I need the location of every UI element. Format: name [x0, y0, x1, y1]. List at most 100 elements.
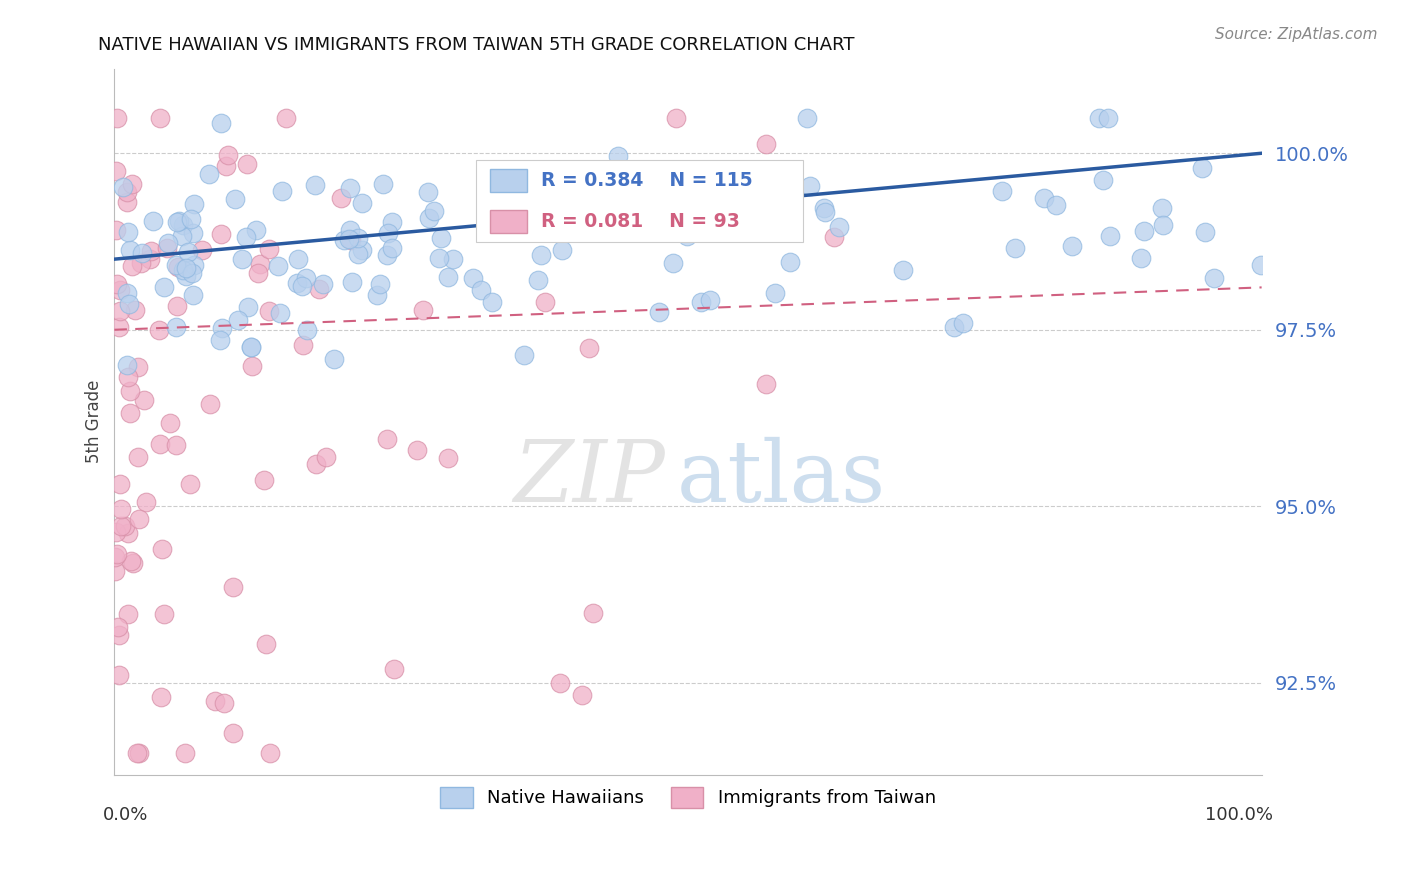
Point — [441, 252, 464, 267]
Point — [330, 191, 353, 205]
Text: ZIP: ZIP — [513, 437, 665, 519]
Point — [347, 247, 370, 261]
Point — [105, 111, 128, 125]
Point — [156, 241, 179, 255]
Point — [209, 227, 232, 241]
Point — [823, 229, 845, 244]
Text: Source: ZipAtlas.com: Source: ZipAtlas.com — [1215, 27, 1378, 42]
Point — [108, 320, 131, 334]
Point — [405, 443, 427, 458]
Point — [131, 245, 153, 260]
Point — [215, 160, 238, 174]
Point — [1004, 241, 1026, 255]
Point — [245, 223, 267, 237]
Point — [138, 252, 160, 267]
Point — [382, 662, 405, 676]
Point — [110, 519, 132, 533]
Point — [578, 342, 600, 356]
Point — [1088, 112, 1111, 126]
Point — [422, 204, 444, 219]
Point — [755, 136, 778, 151]
Point — [249, 256, 271, 270]
Point — [269, 306, 291, 320]
Point — [481, 294, 503, 309]
Point — [665, 111, 688, 125]
Point — [132, 392, 155, 407]
Point — [647, 305, 669, 319]
Point — [115, 358, 138, 372]
Point — [690, 294, 713, 309]
Point — [1045, 198, 1067, 212]
Point — [253, 473, 276, 487]
Point — [170, 228, 193, 243]
Point — [485, 209, 508, 223]
Point — [159, 416, 181, 430]
Point — [142, 214, 165, 228]
Point — [127, 360, 149, 375]
Point — [107, 620, 129, 634]
Point — [217, 148, 239, 162]
Point — [257, 304, 280, 318]
Point — [198, 397, 221, 411]
Point — [149, 690, 172, 704]
Point — [1098, 229, 1121, 244]
Point — [117, 225, 139, 239]
Point — [1191, 161, 1213, 175]
Point — [755, 186, 778, 201]
Point — [814, 205, 837, 219]
Point — [105, 547, 128, 561]
Point — [148, 322, 170, 336]
Point — [322, 352, 344, 367]
Point — [375, 247, 398, 261]
Point — [211, 321, 233, 335]
Point — [183, 259, 205, 273]
Point — [117, 607, 139, 622]
Point — [257, 242, 280, 256]
Text: atlas: atlas — [676, 436, 886, 520]
Point — [110, 304, 132, 318]
Point — [1133, 224, 1156, 238]
Point — [437, 270, 460, 285]
Point — [117, 370, 139, 384]
Point — [180, 266, 202, 280]
Point — [247, 266, 270, 280]
Point — [222, 580, 245, 594]
Point — [676, 229, 699, 244]
Point — [240, 340, 263, 354]
Point — [104, 565, 127, 579]
Point — [172, 262, 194, 277]
Point — [418, 211, 440, 225]
Point — [236, 157, 259, 171]
Point — [699, 293, 721, 307]
Point — [340, 275, 363, 289]
Point — [533, 294, 555, 309]
Point — [120, 384, 142, 399]
Point — [111, 180, 134, 194]
Point — [238, 301, 260, 315]
Text: NATIVE HAWAIIAN VS IMMIGRANTS FROM TAIWAN 5TH GRADE CORRELATION CHART: NATIVE HAWAIIAN VS IMMIGRANTS FROM TAIWA… — [98, 36, 855, 54]
Point — [198, 167, 221, 181]
Point — [121, 260, 143, 274]
Text: R = 0.081    N = 93: R = 0.081 N = 93 — [541, 212, 740, 231]
Text: 100.0%: 100.0% — [1205, 806, 1272, 824]
Point — [104, 223, 127, 237]
Point — [117, 526, 139, 541]
Point — [295, 323, 318, 337]
Point — [152, 541, 174, 556]
Point — [352, 244, 374, 258]
Point — [191, 243, 214, 257]
Point — [181, 287, 204, 301]
Point — [167, 260, 190, 274]
Point — [135, 495, 157, 509]
Point — [121, 177, 143, 191]
Point — [103, 549, 125, 564]
Point — [512, 348, 534, 362]
Point — [333, 233, 356, 247]
Point — [340, 233, 363, 247]
Point — [115, 286, 138, 301]
Point — [165, 319, 187, 334]
Point — [891, 263, 914, 277]
Point — [291, 279, 314, 293]
Point — [270, 184, 292, 198]
Point — [115, 185, 138, 199]
